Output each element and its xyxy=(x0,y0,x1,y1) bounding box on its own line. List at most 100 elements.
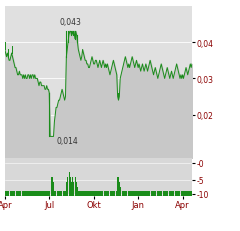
Bar xyxy=(37,191,38,196)
Bar xyxy=(149,191,150,196)
Bar xyxy=(145,191,146,196)
Bar xyxy=(99,191,100,196)
Bar xyxy=(179,191,180,196)
Bar xyxy=(119,182,120,196)
Bar xyxy=(111,191,112,196)
Bar xyxy=(36,191,37,196)
Bar xyxy=(148,191,149,196)
Bar xyxy=(89,191,90,196)
Bar xyxy=(117,177,118,196)
Bar xyxy=(176,191,177,196)
Bar xyxy=(174,191,175,196)
Bar xyxy=(164,191,165,196)
Bar xyxy=(86,191,87,196)
Bar xyxy=(147,191,148,196)
Bar xyxy=(116,191,117,196)
Bar xyxy=(66,182,67,196)
Bar xyxy=(102,191,103,196)
Bar xyxy=(139,191,140,196)
Bar xyxy=(78,191,79,196)
Bar xyxy=(54,191,55,196)
Bar xyxy=(74,182,75,196)
Bar xyxy=(122,191,123,196)
Bar xyxy=(77,187,78,196)
Bar xyxy=(48,191,49,196)
Bar xyxy=(158,191,159,196)
Bar xyxy=(46,191,47,196)
Bar xyxy=(60,191,61,196)
Bar xyxy=(43,191,44,196)
Bar xyxy=(109,191,110,196)
Bar xyxy=(108,191,109,196)
Bar xyxy=(49,191,50,196)
Bar xyxy=(168,191,169,196)
Bar xyxy=(25,191,26,196)
Bar xyxy=(26,191,27,196)
Bar xyxy=(118,177,119,196)
Bar xyxy=(171,191,172,196)
Bar xyxy=(42,191,43,196)
Bar xyxy=(83,191,84,196)
Bar xyxy=(178,191,179,196)
Bar xyxy=(73,182,74,196)
Bar xyxy=(130,191,131,196)
Bar xyxy=(131,191,132,196)
Bar xyxy=(17,191,18,196)
Bar xyxy=(19,191,20,196)
Bar xyxy=(140,191,141,196)
Bar xyxy=(41,191,42,196)
Bar xyxy=(146,191,147,196)
Bar xyxy=(76,182,77,196)
Bar xyxy=(172,191,173,196)
Bar xyxy=(69,173,70,196)
Bar xyxy=(11,191,12,196)
Bar xyxy=(45,191,46,196)
Bar xyxy=(157,191,158,196)
Bar xyxy=(191,191,192,196)
Bar xyxy=(182,191,183,196)
Bar xyxy=(4,191,5,196)
Bar xyxy=(153,191,154,196)
Bar xyxy=(175,191,176,196)
Bar xyxy=(53,182,54,196)
Bar xyxy=(100,191,101,196)
Bar xyxy=(190,191,191,196)
Bar xyxy=(160,191,161,196)
Bar xyxy=(33,191,34,196)
Bar xyxy=(94,191,95,196)
Bar xyxy=(169,191,170,196)
Bar xyxy=(181,191,182,196)
Bar xyxy=(31,191,32,196)
Bar xyxy=(155,191,156,196)
Bar xyxy=(141,191,142,196)
Bar xyxy=(163,191,164,196)
Bar xyxy=(167,191,168,196)
Bar xyxy=(112,191,113,196)
Bar xyxy=(133,191,134,196)
Bar xyxy=(125,191,126,196)
Bar xyxy=(156,191,157,196)
Bar xyxy=(165,191,166,196)
Bar xyxy=(142,191,143,196)
Bar xyxy=(13,191,14,196)
Bar xyxy=(159,191,160,196)
Bar xyxy=(23,191,24,196)
Bar xyxy=(75,177,76,196)
Bar xyxy=(12,191,13,196)
Bar xyxy=(127,191,128,196)
Bar xyxy=(16,191,17,196)
Bar xyxy=(87,191,88,196)
Bar xyxy=(115,191,116,196)
Bar xyxy=(32,191,33,196)
Bar xyxy=(63,191,64,196)
Bar xyxy=(170,191,171,196)
Bar xyxy=(183,191,184,196)
Text: 0,014: 0,014 xyxy=(56,137,78,146)
Bar xyxy=(67,177,68,196)
Bar xyxy=(81,191,82,196)
Bar xyxy=(61,191,62,196)
Bar xyxy=(14,191,15,196)
Bar xyxy=(134,191,135,196)
Bar xyxy=(65,191,66,196)
Bar xyxy=(18,191,19,196)
